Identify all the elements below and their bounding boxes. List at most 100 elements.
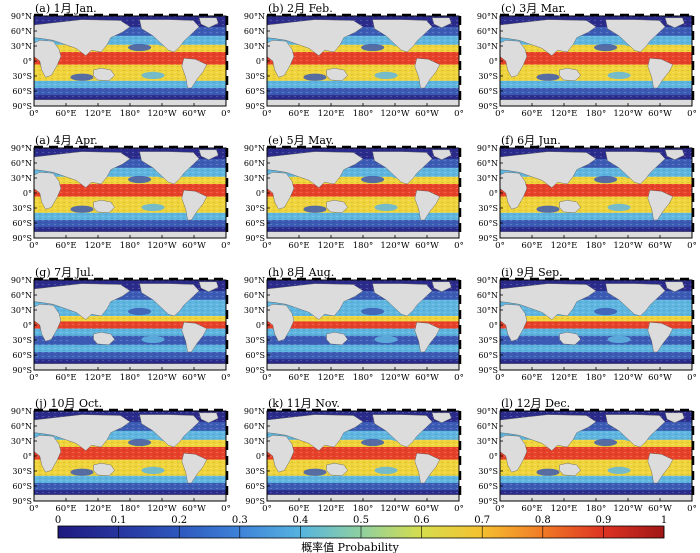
lon-tick-label: 180° xyxy=(353,504,373,514)
lat-tick-label: 30°S xyxy=(245,72,265,81)
land-mask xyxy=(499,281,693,371)
lat-tick-label: 90°S xyxy=(478,102,498,111)
lat-tick-label: 90°S xyxy=(12,102,32,111)
lon-tick-label: 120°W xyxy=(380,241,409,251)
month-panel: (l) 12月 Dec.90°N60°N30°N0°30°S60°S90°S0°… xyxy=(477,397,697,514)
land-mask xyxy=(33,412,227,502)
land-mask xyxy=(33,149,227,239)
lon-tick-label: 60°E xyxy=(288,504,309,514)
lat-tick-label: 30°N xyxy=(244,306,265,315)
lon-tick-label: 60°W xyxy=(182,241,206,251)
lon-tick-label: 120°E xyxy=(318,373,345,383)
lon-tick-label: 0° xyxy=(262,504,272,514)
lon-tick-label: 120°W xyxy=(613,504,642,514)
panel-title: (c) 3月 Mar. xyxy=(501,2,566,15)
lon-tick-label: 120°W xyxy=(380,109,409,119)
lat-tick-label: 30°S xyxy=(12,204,32,213)
lon-tick-label: 0° xyxy=(495,504,505,514)
lat-tick-label: 60°S xyxy=(478,482,498,491)
month-panel: (b) 2月 Feb.90°N60°N30°N0°30°S60°S90°S0° 6… xyxy=(244,2,464,119)
lon-tick-label: 0° xyxy=(454,241,464,251)
lon-tick-label: 180° xyxy=(120,504,140,514)
lat-tick-label: 90°N xyxy=(11,144,32,153)
lat-tick-label: 0° xyxy=(256,189,265,198)
land-mask xyxy=(499,17,693,107)
lat-tick-label: 30°N xyxy=(244,42,265,51)
lon-tick-label: 60°E xyxy=(521,241,542,251)
lat-tick-label: 0° xyxy=(23,452,32,461)
month-panel: (a) 1月 Jan.90°N60°N30°N0°30°S60°S90°S0° 6… xyxy=(11,2,231,119)
lat-tick-label: 60°N xyxy=(11,291,32,300)
lon-tick-label: 60°W xyxy=(415,109,439,119)
lat-tick-label: 60°S xyxy=(245,87,265,96)
lat-tick-label: 60°N xyxy=(244,159,265,168)
lon-tick-label: 0° xyxy=(221,373,231,383)
lon-tick-label: 120°W xyxy=(147,109,176,119)
land-mask xyxy=(266,412,460,502)
lon-tick-label: 60°E xyxy=(55,504,76,514)
colorbar-tick-label: 0.1 xyxy=(111,515,127,526)
panel-title: (f) 6月 Jun. xyxy=(501,134,561,147)
lat-tick-label: 60°N xyxy=(11,422,32,431)
colorbar-tick-label: 0.9 xyxy=(595,515,611,526)
land-mask xyxy=(33,17,227,107)
lon-tick-label: 120°E xyxy=(318,504,345,514)
lat-tick-label: 0° xyxy=(23,321,32,330)
land-mask xyxy=(499,412,693,502)
lat-tick-label: 60°N xyxy=(244,422,265,431)
lon-tick-label: 0° xyxy=(495,109,505,119)
lat-tick-label: 60°S xyxy=(12,351,32,360)
month-panel: (e) 5月 May.90°N60°N30°N0°30°S60°S90°S0° 6… xyxy=(244,134,464,251)
lat-tick-label: 90°N xyxy=(11,407,32,416)
lon-tick-label: 120°W xyxy=(613,109,642,119)
lon-tick-label: 0° xyxy=(454,504,464,514)
lat-tick-label: 60°S xyxy=(12,482,32,491)
lon-tick-label: 0° xyxy=(687,504,697,514)
colorbar-tick-label: 0.2 xyxy=(171,515,187,526)
lon-tick-label: 60°W xyxy=(648,109,672,119)
lat-tick-label: 30°N xyxy=(11,306,32,315)
lon-tick-label: 120°E xyxy=(85,373,112,383)
lat-tick-label: 90°N xyxy=(477,276,498,285)
month-panel: (h) 8月 Aug.90°N60°N30°N0°30°S60°S90°S0° 6… xyxy=(244,266,464,383)
lat-tick-label: 90°S xyxy=(478,497,498,506)
lon-tick-label: 0° xyxy=(29,109,39,119)
lat-tick-label: 30°S xyxy=(245,467,265,476)
lat-tick-label: 30°S xyxy=(478,467,498,476)
lat-tick-label: 60°S xyxy=(12,219,32,228)
lon-tick-label: 0° xyxy=(495,241,505,251)
lat-tick-label: 60°S xyxy=(478,219,498,228)
lon-tick-label: 120°W xyxy=(147,241,176,251)
lon-tick-label: 0° xyxy=(454,109,464,119)
land-mask xyxy=(499,149,693,239)
lat-tick-label: 30°N xyxy=(244,437,265,446)
month-panel: (j) 10月 Oct.90°N60°N30°N0°30°S60°S90°S0°… xyxy=(11,397,231,514)
lon-tick-label: 180° xyxy=(586,241,606,251)
lat-tick-label: 30°S xyxy=(478,204,498,213)
lat-tick-label: 90°S xyxy=(12,366,32,375)
lon-tick-label: 0° xyxy=(262,241,272,251)
lon-tick-label: 60°E xyxy=(288,373,309,383)
lat-tick-label: 0° xyxy=(256,321,265,330)
lat-tick-label: 60°N xyxy=(11,159,32,168)
panel-title: (e) 5月 May. xyxy=(268,134,334,147)
lon-tick-label: 120°W xyxy=(613,373,642,383)
lat-tick-label: 60°S xyxy=(478,87,498,96)
lat-tick-label: 0° xyxy=(23,57,32,66)
lat-tick-label: 90°N xyxy=(11,12,32,21)
lat-tick-label: 60°N xyxy=(11,27,32,36)
land-mask xyxy=(266,149,460,239)
lat-tick-label: 60°N xyxy=(244,291,265,300)
panel-title: (a) 4月 Apr. xyxy=(35,134,98,147)
lat-tick-label: 30°S xyxy=(245,204,265,213)
lat-tick-label: 30°S xyxy=(478,72,498,81)
colorbar-tick-label: 1 xyxy=(661,515,667,526)
lon-tick-label: 60°W xyxy=(648,504,672,514)
lat-tick-label: 0° xyxy=(489,189,498,198)
lat-tick-label: 30°N xyxy=(477,174,498,183)
month-panel: (g) 7月 Jul.90°N60°N30°N0°30°S60°S90°S0° 6… xyxy=(11,266,231,383)
lon-tick-label: 60°E xyxy=(288,109,309,119)
panel-title: (l) 12月 Dec. xyxy=(501,397,570,410)
month-panel: (f) 6月 Jun.90°N60°N30°N0°30°S60°S90°S0° 6… xyxy=(477,134,697,251)
